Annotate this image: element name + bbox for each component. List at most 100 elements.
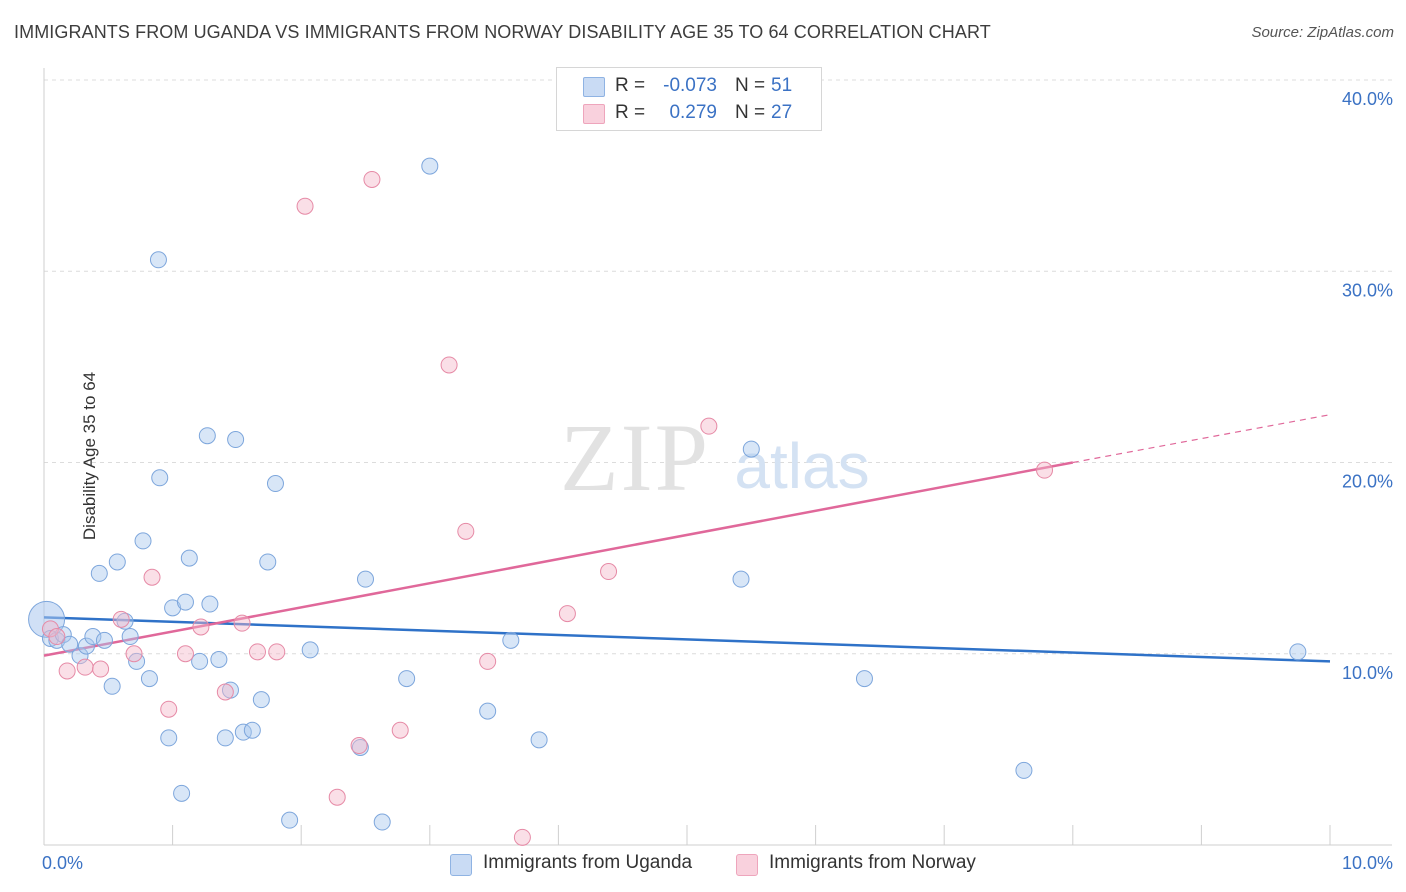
point-uganda [227,431,245,449]
stats-row-norway: R = 0.279 N = 27 [557,100,821,128]
stats-box: R = -0.073 N = 51 R = 0.279 N = 27 [556,67,822,131]
r-label: R = [615,102,646,123]
point-uganda [479,702,497,720]
grid-lines [44,79,1392,655]
point-norway [268,643,286,661]
y-tick-label: 30.0% [1342,280,1393,300]
watermark-zip: ZIP [560,404,710,511]
point-norway [350,737,368,755]
point-uganda [1015,761,1033,779]
point-uganda [243,721,261,739]
point-uganda [1289,643,1307,661]
axes [43,68,1392,846]
point-norway [125,645,143,663]
point-norway [233,614,251,632]
point-uganda [502,631,520,649]
y-tick-label: 10.0% [1342,663,1393,683]
r-value: 0.279 [669,102,717,123]
point-uganda [180,549,198,567]
point-uganda [151,469,169,487]
point-norway [92,660,110,678]
x-tick-label: 10.0% [1342,853,1393,873]
point-uganda [198,427,216,445]
point-uganda [160,729,178,747]
point-norway [391,721,409,739]
point-norway [600,563,618,581]
point-uganda [41,629,59,647]
point-norway [440,356,458,374]
stats-row-uganda: R = -0.073 N = 51 [557,73,821,101]
point-norway [48,628,66,646]
point-uganda [176,593,194,611]
point-uganda [252,691,270,709]
point-uganda [855,670,873,688]
watermark-atlas: atlas [734,430,869,502]
point-norway [479,652,497,670]
legend-label-uganda: Immigrants from Uganda [483,852,693,873]
legend: Immigrants from Uganda Immigrants from N… [0,852,1406,878]
point-norway [112,610,130,628]
point-uganda [121,628,139,646]
point-uganda [108,553,126,571]
data-points [28,157,1307,846]
point-norway [143,568,161,586]
point-uganda [373,813,391,831]
point-uganda [95,631,113,649]
n-value: 27 [771,102,793,123]
point-uganda [140,670,158,688]
point-uganda [301,641,319,659]
point-uganda [216,729,234,747]
point-norway [58,662,76,680]
point-uganda [90,564,108,582]
point-norway [1036,461,1054,479]
point-uganda [732,570,750,588]
point-norway [216,683,234,701]
point-uganda [77,637,95,655]
point-uganda [281,811,299,829]
x-tick-label: 0.0% [42,853,83,873]
legend-swatch-uganda [450,854,472,876]
point-uganda [259,553,277,571]
point-uganda [103,677,121,695]
point-uganda [201,595,219,613]
point-uganda [530,731,548,749]
point-norway [513,828,531,846]
point-uganda [398,670,416,688]
r-value: -0.073 [663,75,717,96]
point-norway [457,522,475,540]
point-norway [76,658,94,676]
source-note: Source: ZipAtlas.com [1251,24,1394,41]
point-uganda [61,635,79,653]
point-uganda [149,251,167,269]
trend-line-norway [43,461,1074,657]
trend-line-norway-extension [1072,414,1331,464]
y-axis-label: Disability Age 35 to 64 [80,371,100,541]
stats-swatch-norway [583,104,605,124]
point-uganda [173,784,191,802]
point-uganda [266,475,284,493]
n-value: 51 [771,75,793,96]
legend-swatch-norway [736,854,758,876]
trend-line-uganda [43,616,1331,663]
point-uganda [421,157,439,175]
trend-lines [43,414,1331,663]
point-norway [328,788,346,806]
y-tick-label: 20.0% [1342,472,1393,492]
point-uganda [742,440,760,458]
point-norway [700,417,718,435]
point-uganda [357,570,374,588]
stats-swatch-uganda [583,77,605,97]
point-norway [192,618,210,636]
chart-title: IMMIGRANTS FROM UGANDA VS IMMIGRANTS FRO… [14,22,991,42]
point-norway [296,197,314,215]
n-label: N = [735,102,766,123]
point-norway [248,643,266,661]
tick-labels: 10.0% 20.0% 30.0% 40.0% 0.0% 10.0% [42,89,1393,873]
point-norway [176,645,194,663]
y-tick-label: 40.0% [1342,89,1393,109]
n-label: N = [735,75,766,96]
watermark: ZIP atlas [560,404,870,511]
point-uganda [210,650,228,668]
legend-label-norway: Immigrants from Norway [769,852,976,873]
